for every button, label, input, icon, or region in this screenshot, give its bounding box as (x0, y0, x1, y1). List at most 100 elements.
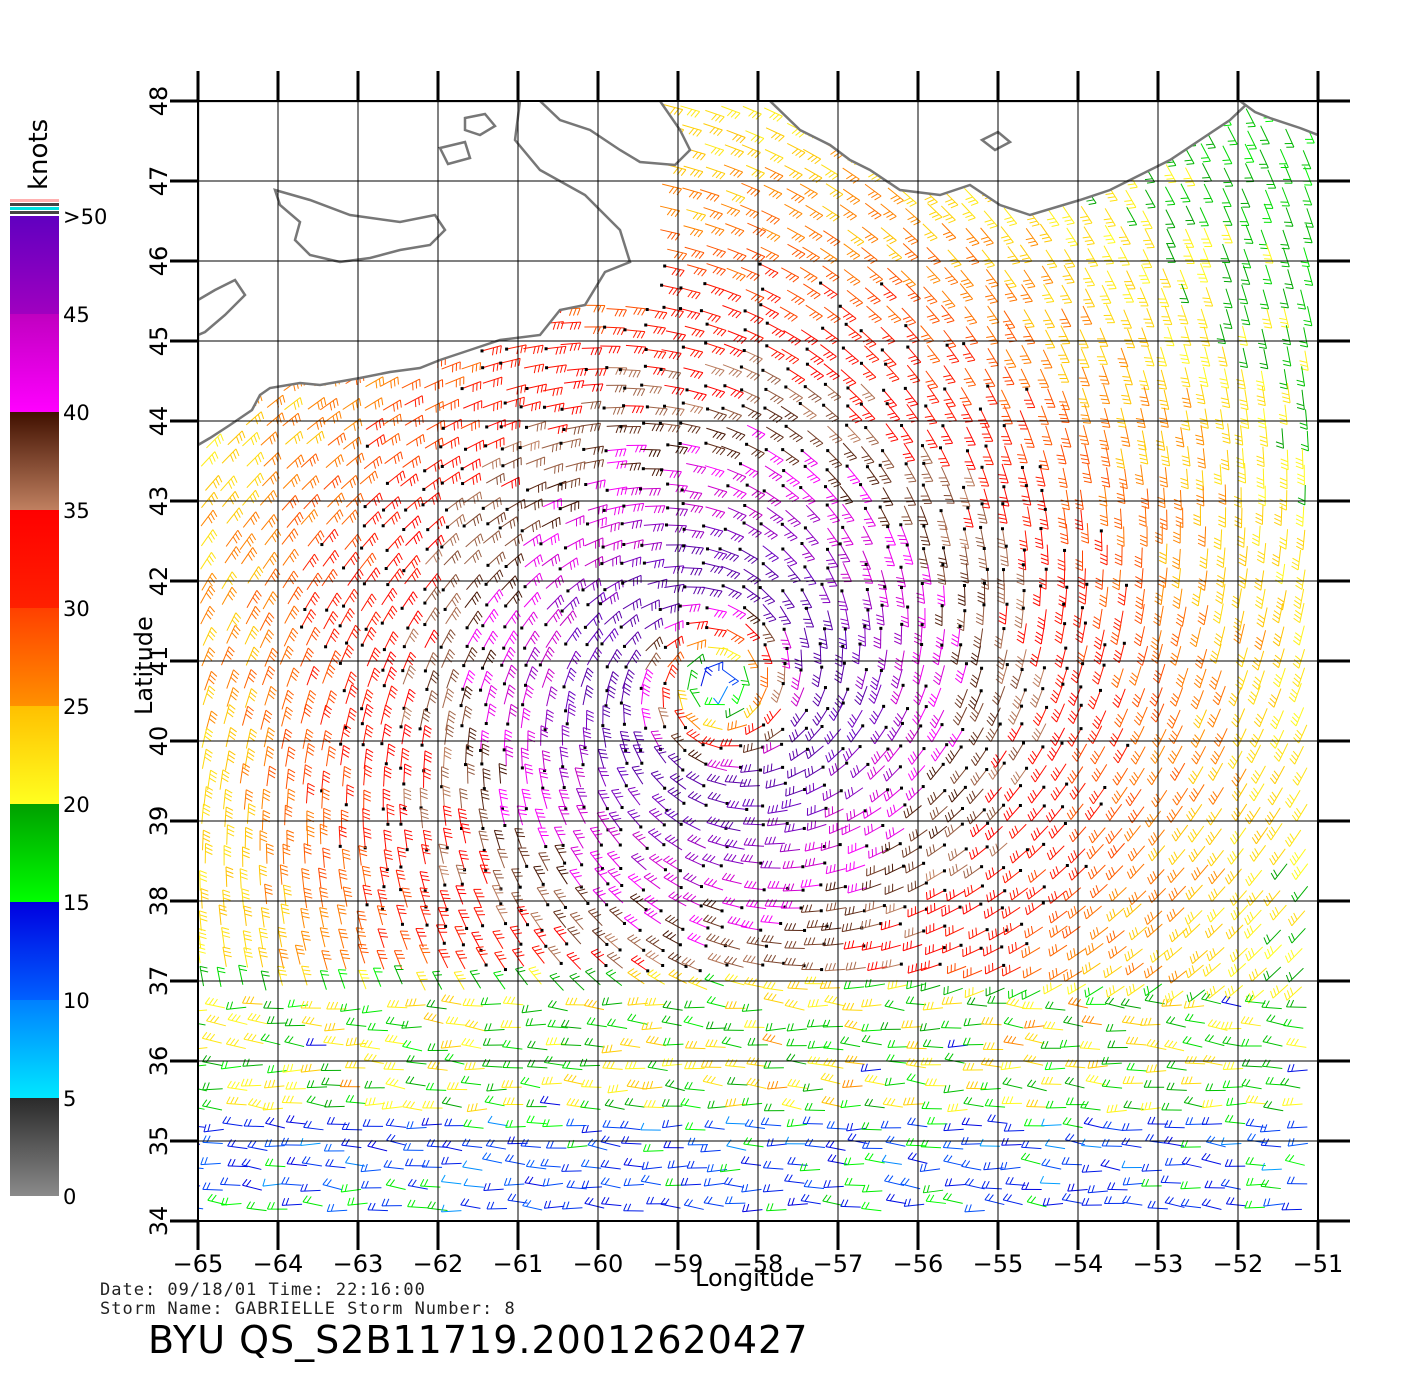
wind-barb (884, 1174, 905, 1186)
wind-barb (1023, 1054, 1044, 1066)
wind-barb (725, 1116, 746, 1125)
wind-barb (744, 723, 766, 736)
wind-barb (820, 1072, 841, 1085)
wind-barb (1009, 887, 1029, 901)
wind-barb (966, 788, 984, 805)
wind-barb (685, 1040, 706, 1050)
wind-barb (597, 789, 610, 811)
wind-barb (1003, 1016, 1024, 1029)
wind-barb (393, 950, 405, 970)
wind-barb (1064, 1076, 1085, 1089)
wind-barb (1293, 602, 1305, 624)
wind-barb (263, 746, 275, 767)
wind-barb (804, 225, 823, 241)
wind-barb (498, 763, 508, 784)
wind-barb (926, 247, 942, 265)
wind-barb (402, 1142, 424, 1151)
wind-barb (363, 492, 383, 509)
wind-barb (980, 227, 994, 246)
wind-barb (1180, 1076, 1202, 1085)
wind-barb (800, 878, 823, 888)
wind-barb (1060, 489, 1070, 511)
wind-barb (706, 995, 727, 1008)
wind-barb (244, 625, 259, 645)
wind-barb (619, 1037, 641, 1048)
wind-barb (1180, 367, 1191, 388)
wind-barb (281, 495, 300, 511)
wind-barb (1253, 708, 1268, 728)
wind-barb (478, 830, 489, 852)
wind-barb (1263, 1100, 1284, 1112)
wind-barb (284, 1035, 305, 1048)
wind-barb (202, 829, 211, 851)
wind-barb (741, 1003, 763, 1012)
wind-barb (200, 888, 209, 909)
wind-barb (401, 1020, 422, 1029)
wind-barb (1122, 1076, 1143, 1084)
wind-barb (1222, 145, 1233, 165)
wind-barb (1235, 448, 1245, 469)
wind-barb (553, 925, 569, 946)
wind-barb (677, 689, 688, 710)
wind-barb (975, 525, 985, 548)
wind-barb (1284, 1154, 1305, 1166)
wind-barb (981, 422, 994, 442)
wind-barb (942, 1192, 963, 1204)
wind-barb (758, 262, 779, 279)
wind-barb (258, 864, 268, 886)
wind-barb (1222, 262, 1232, 283)
wind-barb (460, 458, 481, 471)
wind-barb (1237, 325, 1248, 346)
wind-barb (556, 865, 569, 885)
wind-barb (1069, 782, 1086, 800)
wind-barb (1086, 843, 1104, 860)
wind-barb (307, 397, 327, 410)
wind-barb (242, 1178, 262, 1191)
wind-barb (724, 838, 745, 850)
wind-barb (323, 1035, 344, 1046)
wind-barb (590, 948, 608, 968)
wind-barb (960, 269, 974, 289)
wind-barb (704, 1120, 725, 1130)
wind-barb (807, 1040, 829, 1049)
wind-barb (1048, 925, 1068, 938)
wind-barb (702, 524, 724, 538)
wind-barb (761, 210, 780, 225)
wind-barb (544, 345, 567, 355)
wind-barb (702, 853, 723, 868)
wind-barb (1095, 569, 1104, 590)
wind-barb (981, 1016, 1002, 1026)
wind-barb (799, 183, 818, 199)
wind-barb (881, 1154, 902, 1165)
wind-barb (666, 506, 688, 517)
wind-barb (358, 969, 370, 990)
wind-barb (523, 498, 543, 511)
wind-barb (360, 703, 374, 726)
wind-barb (1203, 183, 1214, 203)
wind-barb (1112, 569, 1122, 591)
wind-barb (759, 303, 779, 319)
wind-barb (306, 665, 320, 686)
wind-barb (740, 267, 760, 281)
wind-barb (859, 361, 877, 381)
wind-barb (1133, 706, 1148, 726)
wind-barb (544, 608, 563, 627)
wind-barb (682, 816, 701, 831)
wind-barb (1123, 903, 1142, 918)
wind-barb (285, 746, 296, 767)
wind-barb (941, 996, 963, 1005)
wind-barb (1241, 1058, 1263, 1068)
wind-barb (1235, 647, 1248, 668)
wind-barb (340, 474, 359, 490)
wind-barb (680, 488, 703, 501)
wind-barb (285, 768, 296, 789)
wind-barb (880, 326, 896, 345)
wind-barb (381, 587, 398, 606)
colorbar-label: 5 (63, 1087, 76, 1111)
wind-barb (1015, 649, 1027, 670)
wind-barb (745, 289, 765, 304)
file-id-title: BYU QS_S2B11719.20012620427 (148, 1318, 809, 1362)
wind-barb (262, 591, 278, 610)
wind-barb (662, 1000, 683, 1011)
wind-barb (1262, 264, 1273, 285)
